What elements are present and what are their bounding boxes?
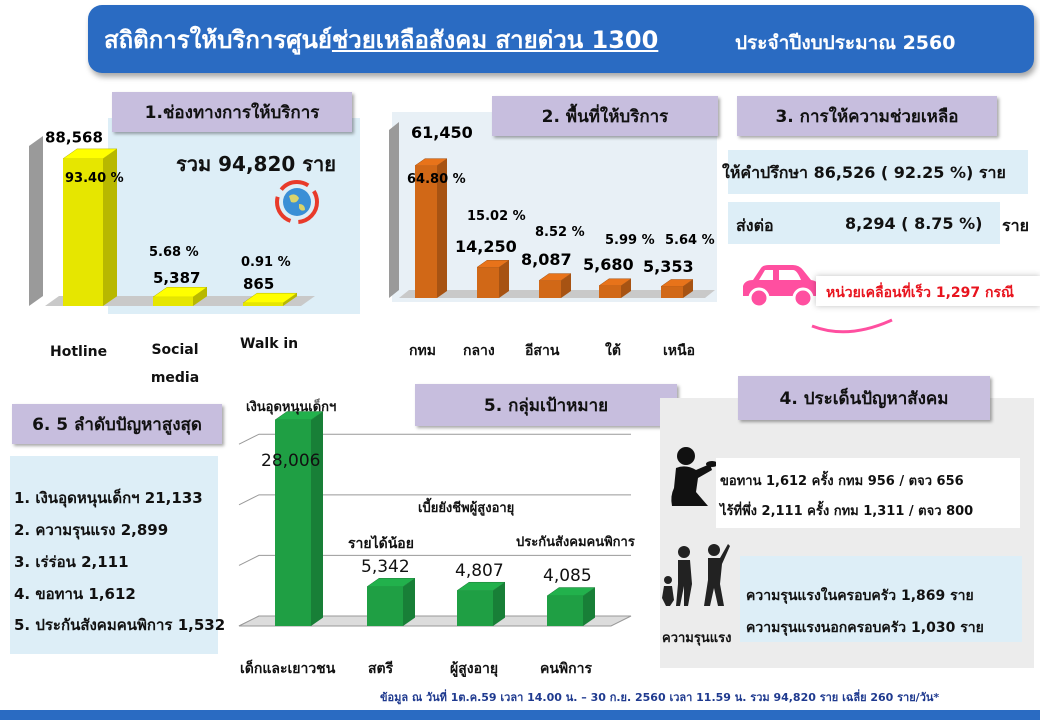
pct-label-2: 8.52 % xyxy=(535,225,585,240)
bar-0 xyxy=(62,148,118,306)
car-icon xyxy=(737,262,823,312)
bar-2 xyxy=(242,292,298,306)
value-label-2: 8,087 xyxy=(521,250,572,269)
gridline-1 xyxy=(238,554,631,566)
list-item: 4. ขอทาน 1,612 xyxy=(14,585,136,603)
page-title: สถิติการให้บริการศูนย์ช่วยเหลือสังคม สาย… xyxy=(104,26,659,54)
footer-note: ข้อมูล ณ วันที่ 1ต.ค.59 เวลา 14.00 น. – … xyxy=(380,691,940,704)
bar-3 xyxy=(546,587,596,626)
bar-2 xyxy=(456,581,506,626)
refer-label: ส่งต่อ xyxy=(736,216,774,235)
annotation-disability-insurance: ประกันสังคมคนพิการ xyxy=(516,535,635,550)
violence-label: ความรุนแรง xyxy=(662,631,732,646)
bar-4 xyxy=(660,279,694,298)
list-item: 1. เงินอุดหนุนเด็กฯ 21,133 xyxy=(14,489,203,507)
header-banner xyxy=(88,5,1034,73)
value-label-0: 28,006 xyxy=(261,451,320,471)
list-item: 5. ประกันสังคมคนพิการ 1,532 xyxy=(14,616,226,634)
annotation-low-income: รายได้น้อย xyxy=(348,536,414,552)
violence-box xyxy=(740,556,1022,642)
list-item: 2. ความรุนแรง 2,899 xyxy=(14,521,169,539)
value-label-1: 14,250 xyxy=(455,237,517,256)
bar-3 xyxy=(598,278,632,298)
channel-chart: 88,568 5,387 865 93.40 % 5.68 % 0.91 % xyxy=(29,130,315,306)
annotation-elderly-allowance: เบี้ยยังชีพผู้สูงอายุ xyxy=(418,501,515,516)
value-label-1: 5,387 xyxy=(153,269,200,287)
x-label-northeast: อีสาน xyxy=(525,343,560,359)
gridline-2 xyxy=(238,494,631,506)
refer-value: 8,294 ( 8.75 %) xyxy=(845,214,983,233)
pct-label-3: 5.99 % xyxy=(605,233,655,248)
bar-1 xyxy=(476,260,510,298)
value-label-1: 5,342 xyxy=(361,557,410,577)
refer-box xyxy=(728,202,1000,244)
section5-title: 5. กลุ่มเป้าหมาย xyxy=(415,384,677,426)
chart2-wall xyxy=(389,122,399,298)
x-label-women: สตรี xyxy=(368,661,394,677)
pct-label-4: 5.64 % xyxy=(665,233,715,248)
homeless-stat: ไร้ที่พึ่ง 2,111 ครั้ง กทม 1,311 / ตจว 8… xyxy=(720,504,974,519)
x-label-walk-in: Walk in xyxy=(240,336,299,352)
bar-0 xyxy=(414,158,448,298)
section6-title: 6. 5 ลำดับปัญหาสูงสุด xyxy=(12,404,222,444)
x-label-elderly: ผู้สูงอายุ xyxy=(450,661,499,677)
bar-0 xyxy=(274,411,324,626)
x-label-children: เด็กและเยาวชน xyxy=(240,661,336,677)
swoosh-decoration xyxy=(811,318,893,334)
gridline-3 xyxy=(238,433,631,445)
dv-in-stat: ความรุนแรงในครอบครัว 1,869 ราย xyxy=(746,588,974,604)
annotation-child-subsidy: เงินอุดหนุนเด็กฯ xyxy=(246,400,337,415)
bottom-bar xyxy=(0,710,1040,720)
x-label-disabled: คนพิการ xyxy=(540,661,593,677)
section3-title: 3. การให้ความช่วยเหลือ xyxy=(737,96,997,136)
mobile-unit-stat: หน่วยเคลื่อนที่เร็ว 1,297 กรณี xyxy=(826,285,1014,301)
value-label-0: 61,450 xyxy=(411,123,473,142)
section1-total: รวม 94,820 ราย xyxy=(176,152,336,176)
x-label-bkk: กทม xyxy=(409,343,436,359)
x-label-hotline: Hotline xyxy=(50,344,108,360)
region-x-labels: กทม กลาง อีสาน ใต้ เหนือ xyxy=(395,340,715,360)
family-violence-icon xyxy=(658,540,732,610)
pct-label-0: 64.80 % xyxy=(407,172,466,187)
x-label-north: เหนือ xyxy=(663,343,695,359)
target-group-chart: 28,006 5,342 4,807 4,085 xyxy=(238,411,632,627)
consult-box xyxy=(728,150,1028,194)
begging-stat: ขอทาน 1,612 ครั้ง กทม 956 / ตจว 656 xyxy=(720,474,964,489)
value-label-4: 5,353 xyxy=(643,257,694,276)
consult-stat: ให้คำปรึกษา 86,526 ( 92.25 %) ราย xyxy=(722,163,1006,182)
x-label-south: ใต้ xyxy=(605,343,621,359)
bar-1 xyxy=(366,578,416,626)
pct-label-1: 15.02 % xyxy=(467,209,526,224)
mobile-unit-box xyxy=(816,276,1040,306)
list-item: 3. เร่ร่อน 2,111 xyxy=(14,553,129,571)
section1-panel xyxy=(108,118,360,314)
section2-title: 2. พื้นที่ให้บริการ xyxy=(492,96,718,136)
globe-icon xyxy=(275,180,319,224)
pct-label-1: 5.68 % xyxy=(149,245,199,260)
x-label-central: กลาง xyxy=(463,343,495,359)
value-label-2: 4,807 xyxy=(455,561,504,581)
begging-box xyxy=(716,458,1020,528)
page-title-underlined: ช่วยเหลือสังคม สายด่วน 1300 xyxy=(331,26,659,54)
x-label-social-media: Social media xyxy=(150,342,200,386)
beggar-icon xyxy=(666,444,720,510)
value-label-3: 4,085 xyxy=(543,566,592,586)
section4-title: 4. ประเด็นปัญหาสังคม xyxy=(738,376,990,420)
chart1-wall xyxy=(29,136,43,306)
page-subtitle: ประจำปีงบประมาณ 2560 xyxy=(735,32,956,54)
pct-label-0: 93.40 % xyxy=(65,171,124,186)
dv-out-stat: ความรุนแรงนอกครอบครัว 1,030 ราย xyxy=(746,620,984,636)
section1-title: 1.ช่องทางการให้บริการ xyxy=(112,92,352,132)
value-label-0: 88,568 xyxy=(45,130,103,147)
value-label-2: 865 xyxy=(243,275,274,293)
value-label-3: 5,680 xyxy=(583,255,634,274)
section6-panel xyxy=(10,456,218,654)
bar-1 xyxy=(152,286,208,306)
bar-2 xyxy=(538,273,572,298)
refer-unit: ราย xyxy=(1002,216,1029,235)
pct-label-2: 0.91 % xyxy=(241,255,291,270)
